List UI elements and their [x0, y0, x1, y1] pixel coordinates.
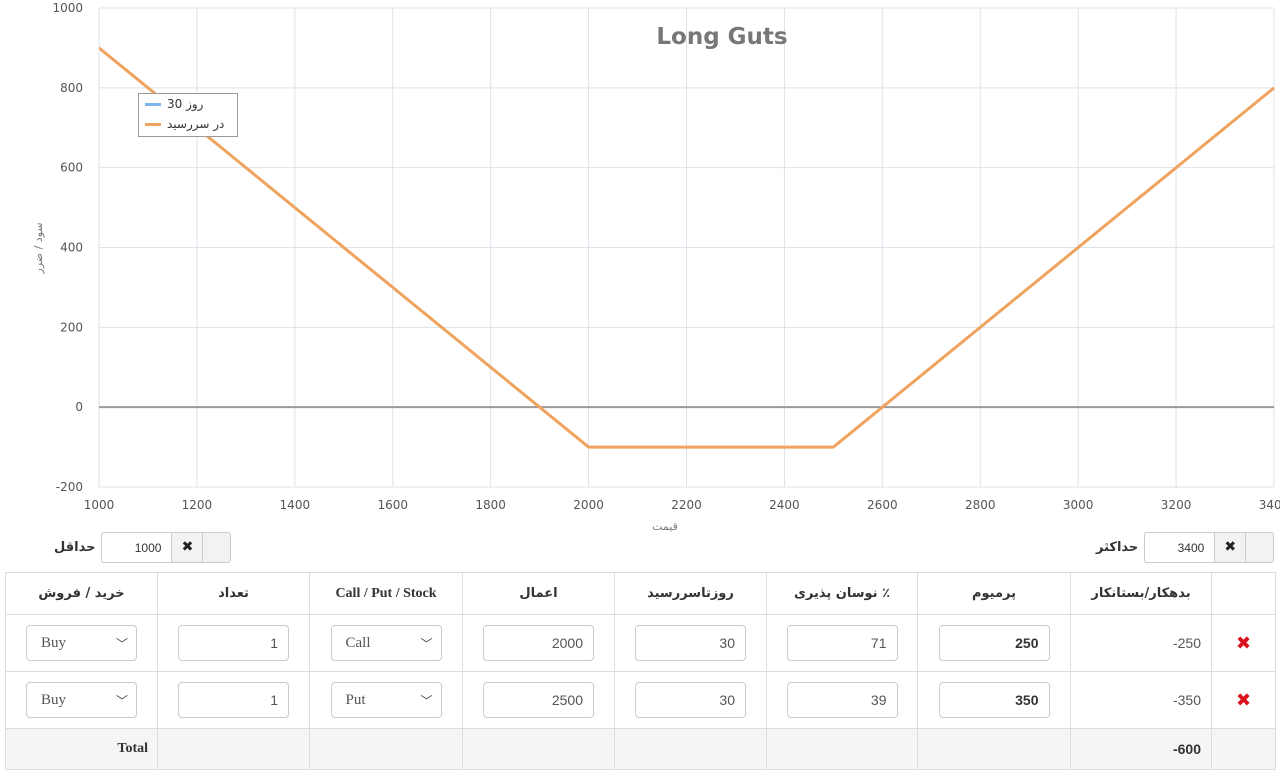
header-delete [1211, 572, 1276, 615]
header-buy-sell: خرید / فروش [5, 572, 158, 615]
series-line-1 [99, 46, 1275, 449]
header-quantity: تعداد [157, 572, 310, 615]
chart-grid [98, 7, 1275, 488]
total-label: Total [5, 728, 158, 770]
y-tick-label: 200 [60, 320, 83, 334]
x-tick-label: 1000 [84, 498, 115, 512]
option-type-value: Put [345, 691, 366, 708]
buy-sell-select[interactable]: Buy ﹀ [26, 625, 137, 661]
option-type-select[interactable]: Put ﹀ [330, 682, 442, 718]
premium-input[interactable] [938, 625, 1050, 661]
max-price-input[interactable] [1144, 532, 1215, 563]
chart-title: Long Guts [656, 24, 787, 50]
days-input[interactable] [635, 625, 746, 661]
days-input[interactable] [635, 682, 746, 718]
legend-label-30-days: روز 30 [167, 97, 204, 111]
option-type-value: Call [345, 634, 371, 651]
legend-swatch-expiration [145, 122, 161, 126]
y-tick-label: 0 [75, 400, 83, 414]
max-label: حداکثر [1096, 540, 1139, 555]
header-strike: اعمال [462, 572, 615, 615]
legend-swatch-30-days [145, 102, 161, 106]
legend-item-expiration[interactable]: در سررسید [145, 115, 224, 133]
header-option-type: Call / Put / Stock [309, 572, 463, 615]
y-tick-label: 400 [60, 241, 83, 255]
header-days-to-expiration: روزتاسررسید [614, 572, 767, 615]
y-tick-label: 600 [60, 161, 83, 175]
min-price-input[interactable] [101, 532, 172, 563]
chevron-down-icon: ﹀ [115, 636, 128, 651]
strike-input[interactable] [483, 682, 594, 718]
max-range-control: حداکثر ✖ [1096, 531, 1275, 564]
chart-series [99, 46, 1275, 449]
x-tick-label: 2200 [671, 498, 702, 512]
x-tick-label: 2400 [769, 498, 800, 512]
min-label: حداقل [54, 540, 96, 555]
min-range-control: حداقل ✖ [54, 531, 232, 564]
quantity-input[interactable] [178, 625, 289, 661]
min-clear-button[interactable]: ✖ [171, 532, 232, 563]
table-row: Buy ﹀ Put ﹀ -350 ✖ [5, 671, 1276, 729]
x-tick-label: 1600 [377, 498, 408, 512]
y-tick-label: 800 [60, 81, 83, 95]
chart-ticks: 1000 1200 1400 1600 1800 2000 2200 2400 2600 2800… [52, 1, 1280, 512]
x-tick-label: 1400 [280, 498, 311, 512]
quantity-input[interactable] [178, 682, 289, 718]
chevron-down-icon: ﹀ [420, 693, 433, 708]
option-type-select[interactable]: Call ﹀ [330, 625, 442, 661]
premium-input[interactable] [938, 682, 1050, 718]
x-tick-label: 3000 [1063, 498, 1094, 512]
buy-sell-select[interactable]: Buy ﹀ [26, 682, 137, 718]
x-axis-label: قیمت [652, 520, 678, 533]
clear-icon: ✖ [1215, 533, 1247, 562]
volatility-input[interactable] [786, 682, 898, 718]
total-value: -600 [1070, 728, 1212, 770]
table-row: Buy ﹀ Call ﹀ -250 ✖ [5, 614, 1276, 672]
x-tick-label: 2800 [965, 498, 996, 512]
delete-row-icon[interactable]: ✖ [1211, 614, 1276, 672]
y-tick-label: -200 [56, 480, 83, 494]
x-tick-label: 2600 [867, 498, 898, 512]
x-tick-label: 3400 [1259, 498, 1280, 512]
header-debit-credit: بدهکار/بستانکار [1070, 572, 1212, 615]
max-clear-button[interactable]: ✖ [1214, 532, 1275, 563]
option-legs-table: خرید / فروش تعداد Call / Put / Stock اعم… [5, 572, 1276, 770]
x-tick-label: 1200 [182, 498, 213, 512]
delete-row-icon[interactable]: ✖ [1211, 671, 1276, 729]
payoff-chart: 1000 1200 1400 1600 1800 2000 2200 2400 2600 2800… [32, 1, 1280, 533]
x-tick-label: 1800 [475, 498, 506, 512]
volatility-input[interactable] [786, 625, 898, 661]
legend-item-30-days[interactable]: روز 30 [145, 95, 203, 113]
debit-credit-value: -250 [1070, 614, 1212, 672]
total-row: Total -600 [5, 728, 1276, 770]
legend-label-expiration: در سررسید [167, 117, 225, 131]
y-axis-label: سود / ضرر [32, 222, 45, 274]
table-header-row: خرید / فروش تعداد Call / Put / Stock اعم… [5, 572, 1276, 615]
strike-input[interactable] [483, 625, 594, 661]
clear-icon: ✖ [172, 533, 204, 562]
chart-legend: روز 30 در سررسید [138, 93, 238, 137]
x-tick-label: 3200 [1161, 498, 1192, 512]
chevron-down-icon: ﹀ [115, 693, 128, 708]
header-premium: پرمیوم [917, 572, 1071, 615]
debit-credit-value: -350 [1070, 671, 1212, 729]
buy-sell-value: Buy [41, 634, 67, 651]
buy-sell-value: Buy [41, 691, 67, 708]
header-volatility: ٪ نوسان پذیری [766, 572, 918, 615]
y-tick-label: 1000 [52, 1, 83, 15]
chevron-down-icon: ﹀ [420, 636, 433, 651]
x-tick-label: 2000 [573, 498, 604, 512]
